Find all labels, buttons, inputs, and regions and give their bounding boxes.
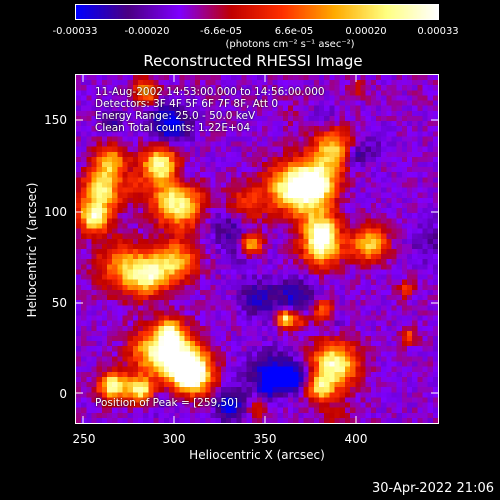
colorbar-tick: 0.00020 [345, 26, 387, 37]
rhessi-image [75, 74, 439, 424]
colorbar-unit: (photons cm⁻² s⁻¹ asec⁻²) [225, 39, 355, 50]
x-axis-label: Heliocentric X (arcsec) [189, 448, 325, 462]
y-tick-label: 150 [44, 113, 67, 127]
image-title: Reconstructed RHESSI Image [143, 52, 363, 70]
clean-counts-text: Clean Total counts: 1.22E+04 [95, 122, 251, 134]
colorbar-tick: -0.00020 [124, 26, 170, 37]
detectors-text: Detectors: 3F 4F 5F 6F 7F 8F, Att 0 [95, 98, 279, 110]
x-tick-label: 300 [162, 432, 186, 446]
footer-timestamp: 30-Apr-2022 21:06 [372, 481, 494, 496]
colorbar-tick: -0.00033 [52, 26, 98, 37]
y-tick-label: 100 [44, 205, 67, 219]
colorbar-tick: 0.00033 [417, 26, 459, 37]
colorbar-tick: -6.6e-05 [200, 26, 242, 37]
peak-position-text: Position of Peak = [259,50] [95, 397, 239, 409]
x-tick-label: 250 [72, 432, 96, 446]
y-axis-label: Heliocentric Y (arcsec) [25, 182, 39, 318]
colorbar-tick: 6.6e-05 [274, 26, 314, 37]
x-tick-label: 350 [253, 432, 277, 446]
time-range-text: 11-Aug-2002 14:53:00.000 to 14:56:00.000 [95, 86, 325, 98]
x-tick-label: 400 [344, 432, 368, 446]
energy-range-text: Energy Range: 25.0 - 50.0 keV [95, 110, 256, 122]
heatmap-canvas [76, 75, 438, 423]
colorbar [75, 4, 439, 20]
y-tick-label: 0 [59, 387, 67, 401]
y-tick-label: 50 [51, 296, 67, 310]
